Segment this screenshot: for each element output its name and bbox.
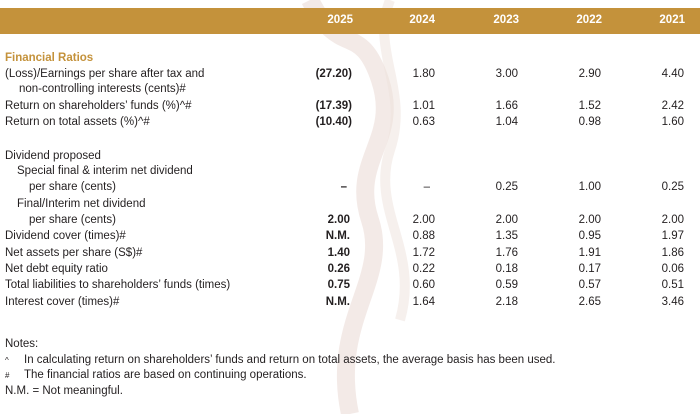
cell-2021: 1.86 — [661, 247, 684, 259]
table-row: Return on shareholders’ funds (%)^# (17.… — [0, 99, 700, 114]
cell-2022: 0.98 — [578, 116, 601, 128]
cell-2022: 2.90 — [578, 68, 601, 80]
row-label: non-controlling interests (cents)# — [19, 83, 186, 95]
cell-2025: (10.40) — [315, 116, 352, 128]
row-label: Net assets per share (S$)# — [5, 247, 143, 259]
table-row: Special final & interim net dividend — [0, 164, 700, 179]
row-label: per share (cents) — [29, 181, 116, 193]
table-row: per share (cents) 2.00 2.00 2.00 2.00 2.… — [0, 213, 700, 228]
cell-2024: 0.63 — [412, 116, 435, 128]
cell-2022: 0.17 — [578, 263, 601, 275]
cell-2021: 2.00 — [661, 214, 684, 226]
row-label: Dividend cover (times)# — [5, 230, 126, 242]
cell-2022: 0.57 — [578, 279, 601, 291]
row-label: Net debt equity ratio — [5, 263, 108, 275]
cell-2023: 1.35 — [495, 230, 518, 242]
cell-2024: 0.88 — [412, 230, 435, 242]
year-header-2022: 2022 — [576, 14, 602, 26]
row-label: Total liabilities to shareholders’ funds… — [5, 279, 231, 291]
cell-2023: 1.04 — [495, 116, 518, 128]
cell-2025: (27.20) — [315, 68, 352, 80]
row-label: per share (cents) — [29, 214, 116, 226]
cell-2025: N.M. — [325, 296, 350, 308]
row-label: Special final & interim net dividend — [17, 165, 193, 177]
table-row: Final/Interim net dividend — [0, 197, 700, 212]
cell-2024: 0.22 — [412, 263, 435, 275]
cell-2022: 2.00 — [578, 214, 601, 226]
table-row: Dividend cover (times)# N.M. 0.88 1.35 0… — [0, 229, 700, 244]
cell-2025: – — [340, 181, 347, 193]
note-marker: ^ — [5, 355, 9, 365]
table-row: Total liabilities to shareholders’ funds… — [0, 278, 700, 293]
cell-2021: 1.60 — [661, 116, 684, 128]
cell-2025: (17.39) — [315, 100, 352, 112]
cell-2024: 1.01 — [412, 100, 435, 112]
cell-2025: 2.00 — [327, 214, 350, 226]
cell-2023: 1.66 — [495, 100, 518, 112]
cell-2025: 1.40 — [327, 247, 350, 259]
table-row: Net debt equity ratio 0.26 0.22 0.18 0.1… — [0, 262, 700, 277]
table-row: Dividend proposed — [0, 149, 700, 164]
table-header: 2025 2024 2023 2022 2021 — [0, 8, 700, 34]
cell-2022: 2.65 — [578, 296, 601, 308]
cell-2023: 0.18 — [495, 263, 518, 275]
note-item: # The financial ratios are based on conti… — [5, 368, 555, 384]
cell-2024: 1.80 — [412, 68, 435, 80]
cell-2022: 1.91 — [578, 247, 601, 259]
row-label: (Loss)/Earnings per share after tax and — [5, 68, 205, 80]
notes-section: Notes: ^ In calculating return on shareho… — [5, 337, 555, 399]
table-row: per share (cents) – – 0.25 1.00 0.25 — [0, 180, 700, 195]
cell-2021: 0.25 — [661, 181, 684, 193]
notes-title: Notes: — [5, 338, 39, 350]
note-text: The financial ratios are based on contin… — [24, 369, 307, 381]
year-header-2021: 2021 — [659, 14, 685, 26]
cell-2021: 0.51 — [661, 279, 684, 291]
cell-2023: 0.59 — [495, 279, 518, 291]
cell-2024: 1.64 — [412, 296, 435, 308]
note-item: N.M. = Not meaningful. — [5, 384, 555, 400]
cell-2021: 0.06 — [661, 263, 684, 275]
cell-2024: 0.60 — [412, 279, 435, 291]
cell-2024: 2.00 — [412, 214, 435, 226]
note-marker: # — [5, 371, 10, 380]
table-row: Net assets per share (S$)# 1.40 1.72 1.7… — [0, 246, 700, 261]
cell-2023: 2.18 — [495, 296, 518, 308]
table-row: non-controlling interests (cents)# — [0, 82, 700, 97]
cell-2022: 1.52 — [578, 100, 601, 112]
year-header-2024: 2024 — [409, 14, 435, 26]
table-row: (Loss)/Earnings per share after tax and … — [0, 67, 700, 82]
table-row: Interest cover (times)# N.M. 1.64 2.18 2… — [0, 295, 700, 310]
row-label: Final/Interim net dividend — [17, 198, 146, 210]
note-text: In calculating return on shareholders’ f… — [24, 353, 556, 366]
row-label: Return on shareholders’ funds (%)^# — [5, 100, 192, 112]
table-row: Return on total assets (%)^# (10.40) 0.6… — [0, 115, 700, 130]
year-header-2023: 2023 — [493, 14, 519, 26]
row-label: Dividend proposed — [5, 150, 101, 162]
cell-2022: 1.00 — [578, 181, 601, 193]
section-title: Financial Ratios — [5, 52, 94, 64]
cell-2025: 0.26 — [327, 263, 350, 275]
cell-2021: 3.46 — [661, 296, 684, 308]
cell-2025: 0.75 — [327, 279, 350, 291]
note-item: ^ In calculating return on shareholders’ … — [5, 353, 555, 369]
cell-2023: 3.00 — [495, 68, 518, 80]
note-text: N.M. = Not meaningful. — [5, 384, 123, 397]
cell-2021: 2.42 — [661, 100, 684, 112]
cell-2021: 4.40 — [661, 68, 684, 80]
cell-2023: 1.76 — [495, 247, 518, 259]
cell-2024: – — [423, 181, 430, 193]
cell-2023: 0.25 — [495, 181, 518, 193]
cell-2024: 1.72 — [412, 247, 435, 259]
cell-2021: 1.97 — [661, 230, 684, 242]
cell-2025: N.M. — [325, 230, 350, 242]
cell-2023: 2.00 — [495, 214, 518, 226]
cell-2022: 0.95 — [578, 230, 601, 242]
row-label: Interest cover (times)# — [5, 296, 120, 308]
row-label: Return on total assets (%)^# — [5, 116, 150, 128]
year-header-2025: 2025 — [327, 14, 353, 26]
